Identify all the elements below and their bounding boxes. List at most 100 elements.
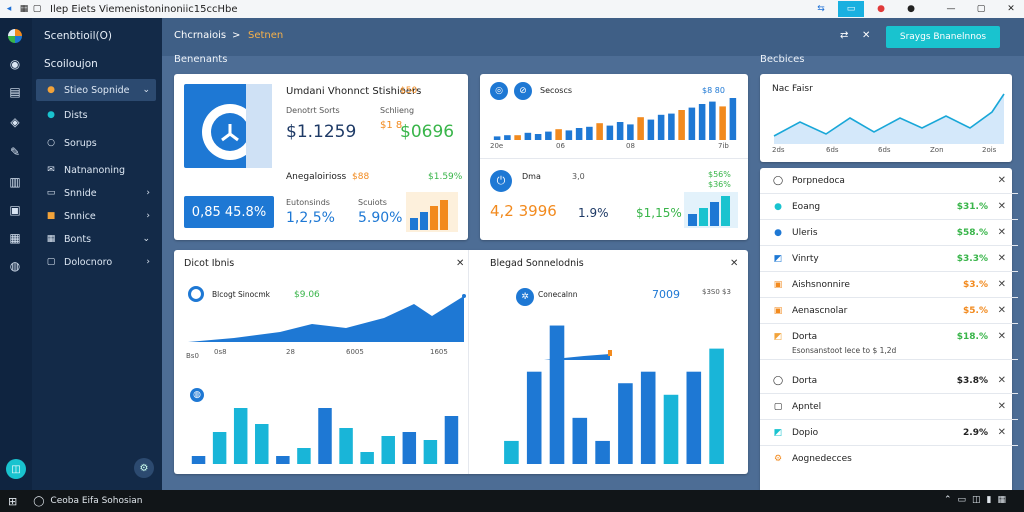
axis-tick: Zon — [930, 146, 944, 154]
close-icon[interactable]: ✕ — [997, 227, 1006, 238]
sidebar: ◉ ▤ ◈ ✎ ▥ ▣ ▦ ◍ Scenbtioil(O) Scoiloujon… — [0, 18, 162, 490]
highlight-badge: 0,85 45.8% — [184, 196, 274, 228]
list-item-label: Dorta — [792, 376, 818, 386]
settings-icon[interactable]: ⚙ — [134, 458, 154, 478]
card-label: Secoscs — [540, 86, 573, 95]
close-icon[interactable]: ✕ — [1007, 4, 1015, 14]
chart-bar — [549, 325, 565, 464]
primary-action-button[interactable]: Sraygs Bnanelnnos — [886, 26, 1000, 48]
list-item[interactable]: ◯ Dorta $3.8% ✕ — [760, 368, 1018, 394]
settings-icon: ✲ — [516, 288, 534, 306]
list-item[interactable]: ◩ Dorta $18.% ✕ Esonsanstoot Iece to $ 1… — [760, 324, 1018, 360]
window-icon[interactable]: ▣ — [9, 203, 21, 217]
record-icon[interactable]: ● — [907, 4, 915, 14]
trend-card: Nac Faisr 2ds 6ds 6ds Zon 2ois — [760, 74, 1012, 162]
sidebar-item[interactable]: ■ Snnice › — [36, 205, 156, 227]
sidebar-item-active[interactable]: ● Stieo Sopnide ⌄ — [36, 79, 156, 101]
chevron-right-icon[interactable]: › — [146, 257, 150, 267]
list-item[interactable]: ▢ Apntel ✕ — [760, 394, 1018, 420]
close-icon[interactable]: ✕ — [730, 258, 739, 269]
chat-icon[interactable]: ◫ — [6, 459, 26, 479]
list-item[interactable]: ● Eoang $31.% ✕ — [760, 194, 1018, 220]
chart-value: $3S0 $3 — [702, 288, 731, 296]
taskbar-search-label[interactable]: Ceoba Eifa Sohosian — [50, 496, 143, 506]
close-icon[interactable]: ✕ — [997, 201, 1006, 212]
chevron-down-icon[interactable]: ⌄ — [142, 234, 150, 244]
sidebar-item-label: Snnide — [64, 187, 97, 199]
breadcrumb-root[interactable]: Chcrnaiois — [174, 30, 227, 41]
summary-card: Umdani Vhonnct Stishioers $50 Denotrt So… — [174, 74, 468, 240]
system-tray-icons[interactable]: ⌃▭◫▮▦ — [943, 495, 1012, 505]
restore-icon[interactable]: ⇆ — [817, 4, 825, 14]
close-icon[interactable]: ✕ — [997, 427, 1006, 438]
blue-dot-icon: ● — [774, 228, 782, 238]
close-icon[interactable]: ✕ — [997, 305, 1006, 316]
chevron-right-icon[interactable]: › — [146, 188, 150, 198]
chevron-down-icon[interactable]: ⌄ — [142, 85, 150, 95]
close-icon[interactable]: ✕ — [997, 375, 1006, 386]
window-title: Ilep Eiets Viemenistoninoniic15ccHbe — [50, 3, 238, 15]
list-item[interactable]: ◩ Dopio 2.9% ✕ — [760, 420, 1018, 446]
window-tab-icon[interactable]: ▭ — [838, 1, 864, 17]
target-icon: ◎ — [490, 82, 508, 100]
home-icon[interactable]: ◉ — [9, 57, 21, 71]
close-icon[interactable]: ✕ — [997, 175, 1006, 186]
close-icon[interactable]: ✕ — [997, 331, 1006, 342]
list-item[interactable]: ▣ Aishsnonnire $3.% ✕ — [760, 272, 1018, 298]
list-item[interactable]: ▣ Aenascnolar $5.% ✕ — [760, 298, 1018, 324]
section-title-left: Benenants — [174, 54, 228, 65]
sidebar-item[interactable]: ● Dists — [36, 104, 156, 126]
arrow-left-icon[interactable]: ◂ — [6, 4, 12, 14]
sidebar-title: Scenbtioil(O) — [44, 30, 112, 42]
shield-icon[interactable]: ● — [877, 4, 885, 14]
sidebar-item-label: Natnanoning — [64, 164, 126, 176]
card-label: Dma — [522, 172, 541, 181]
close-icon[interactable]: ✕ — [456, 258, 465, 269]
divider — [468, 250, 469, 474]
amount-value: 4,2 3996 — [490, 202, 557, 220]
sidebar-item[interactable]: ○ Sorups — [36, 132, 156, 154]
building-icon[interactable]: ▥ — [9, 175, 21, 189]
windows-start-icon[interactable]: ⊞ — [8, 494, 18, 508]
sidebar-item[interactable]: ▢ Dolocnoro › — [36, 251, 156, 273]
list-item-value: 2.9% — [963, 428, 988, 438]
record-circle-icon[interactable]: ◍ — [9, 259, 21, 273]
sidebar-item[interactable]: ▭ Snnide › — [36, 182, 156, 204]
grid-icon[interactable]: ▦ — [19, 4, 29, 14]
close-icon[interactable]: ✕ — [997, 279, 1006, 290]
tab-icon[interactable]: ▢ — [32, 4, 42, 14]
chart-bar — [616, 122, 624, 140]
list-item-label: Uleris — [792, 228, 818, 238]
close-icon[interactable]: ✕ — [862, 30, 871, 41]
sidebar-subtitle: Scoiloujon — [44, 58, 98, 70]
list-item-label: Porpnedoca — [792, 176, 845, 186]
list-item-note: Esonsanstoot Iece to $ 1,2d — [792, 346, 897, 355]
breadcrumb-current[interactable]: Setnen — [248, 30, 284, 41]
sidebar-item[interactable]: ✉ Natnanoning — [36, 159, 156, 181]
edit-icon[interactable]: ✎ — [9, 145, 21, 159]
filter-icon[interactable]: ⇄ — [840, 30, 849, 41]
sidebar-item[interactable]: ▦ Bonts ⌄ — [36, 228, 156, 250]
square-icon: ▢ — [46, 257, 56, 267]
maximize-icon[interactable]: ▢ — [976, 4, 986, 14]
list-item[interactable]: ◯ Porpnedoca ✕ — [760, 168, 1018, 194]
list-item[interactable]: ● Uleris $58.% ✕ — [760, 220, 1018, 246]
chevron-right-icon[interactable]: › — [146, 211, 150, 221]
close-icon[interactable]: ✕ — [997, 401, 1006, 412]
chart-bar — [606, 125, 614, 140]
title-bar: ◂ ▦ ▢ Ilep Eiets Viemenistoninoniic15ccH… — [0, 0, 1024, 18]
tag-icon[interactable]: ◈ — [10, 115, 20, 129]
app-logo-icon[interactable] — [7, 28, 23, 44]
close-icon[interactable]: ✕ — [997, 253, 1006, 264]
search-icon[interactable]: ◯ — [33, 495, 45, 507]
calendar-icon[interactable]: ▦ — [9, 231, 21, 245]
list-panel: ◯ Porpnedoca ✕ ● Eoang $31.% ✕ ● Uleris … — [760, 168, 1018, 490]
list-item[interactable]: ◩ Vinrty $3.3% ✕ — [760, 246, 1018, 272]
axis-tick: 7ib — [718, 142, 729, 150]
list-item-label: Aishsnonnire — [792, 280, 850, 290]
list-item[interactable]: ⚙ Aognedecces — [760, 446, 1018, 472]
minimize-icon[interactable]: — — [946, 4, 956, 14]
document-icon[interactable]: ▤ — [9, 85, 21, 99]
chart-bar — [297, 448, 311, 464]
chrome-icon — [188, 286, 204, 302]
